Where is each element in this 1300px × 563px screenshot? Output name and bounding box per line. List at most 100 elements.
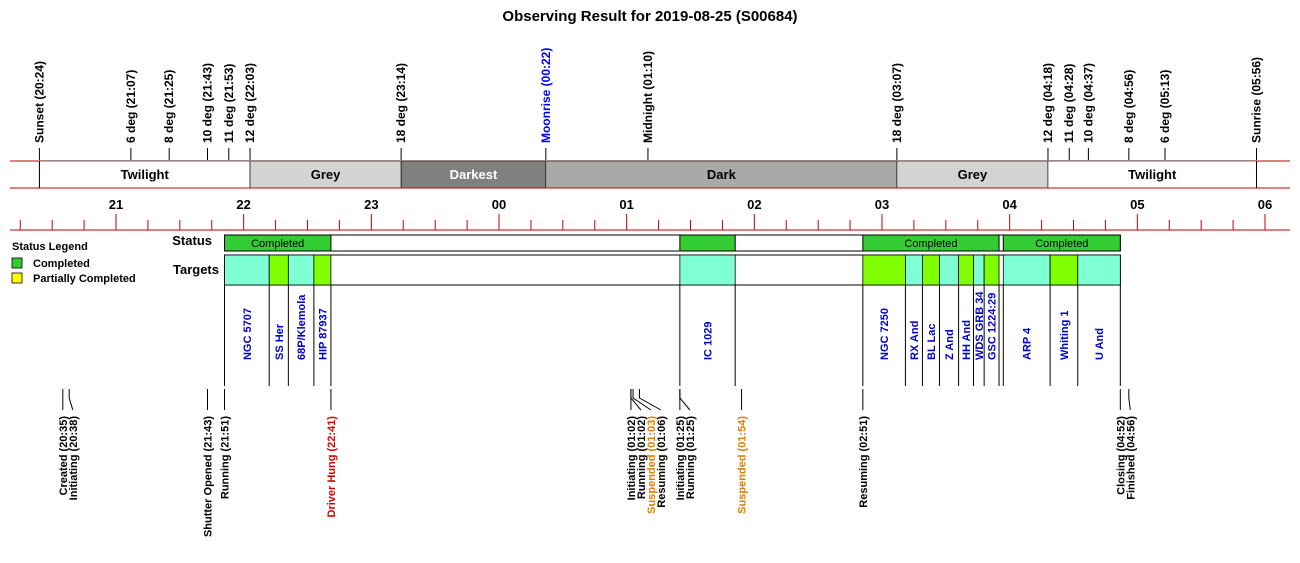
target-block <box>679 254 736 286</box>
status-block <box>224 234 332 252</box>
event-leader <box>1128 389 1131 411</box>
target-block <box>983 254 1000 286</box>
hour-tick-label: 02 <box>747 197 761 212</box>
hour-tick-label: 01 <box>619 197 633 212</box>
sun-event-label: Moonrise (00:22) <box>539 48 553 143</box>
legend-swatch <box>11 272 23 284</box>
event-label: Finished (04:56) <box>1125 416 1137 500</box>
status-block <box>862 234 1000 252</box>
event-labels: Created (20:35)Initiating (20:38) Shutter… <box>58 389 1137 537</box>
event-label: Running (21:51) <box>220 416 232 499</box>
targets-row: Targets NGC 5707 SS Her 68P/Klemola HIP 8793… <box>173 254 1121 386</box>
event-label: Suspended (01:54) <box>737 416 749 514</box>
sky-band <box>1047 160 1257 189</box>
sun-event-label: 8 deg (21:25) <box>162 70 176 143</box>
target-block <box>973 254 985 286</box>
sun-event-label: 10 deg (04:37) <box>1081 63 1095 143</box>
hour-tick-label: 23 <box>364 197 378 212</box>
event-label: Resuming (02:51) <box>858 416 870 508</box>
sun-event-label: Sunset (20:24) <box>32 61 46 143</box>
target-name-label: NGC 7250 <box>879 308 891 360</box>
event-label: Driver Hung (22:41) <box>326 416 338 518</box>
hour-tick-label: 22 <box>236 197 250 212</box>
target-block <box>958 254 974 286</box>
status-block-label: Completed <box>904 238 957 250</box>
target-name-label: ARP 4 <box>1022 327 1034 360</box>
sky-band <box>400 160 547 189</box>
sky-band-label: Dark <box>707 167 737 182</box>
target-block <box>224 254 270 286</box>
targets-row-label: Targets <box>173 262 219 277</box>
legend-title: Status Legend <box>12 241 88 253</box>
target-name-label: NGC 5707 <box>242 308 254 360</box>
target-name-label: HH And <box>961 320 973 360</box>
hour-tick-label: 04 <box>1002 197 1017 212</box>
event-leader <box>630 389 642 411</box>
hour-axis: 21 22 23 00 01 02 03 04 05 06 <box>10 197 1290 231</box>
target-block <box>1077 254 1121 286</box>
status-block-label: Completed <box>251 238 304 250</box>
target-name-label: BL Lac <box>926 324 938 360</box>
target-name-label: 68P/Klemola <box>296 294 308 360</box>
legend-label: Completed <box>33 258 90 270</box>
sky-band-label: Twilight <box>1128 167 1177 182</box>
status-legend: Status Legend Completed Partially Complete… <box>11 241 136 285</box>
target-name-label: IC 1029 <box>703 321 715 360</box>
target-block <box>862 254 906 286</box>
target-name-label: HIP 87937 <box>317 308 329 360</box>
sun-event-label: 12 deg (22:03) <box>243 63 257 143</box>
target-name-label: U And <box>1094 328 1106 360</box>
event-leader <box>638 389 662 411</box>
target-name-label: SS Her <box>274 323 286 360</box>
status-row: Status Completed Completed Completed <box>172 233 1121 252</box>
hour-tick-label: 00 <box>492 197 506 212</box>
sun-event-label: Sunrise (05:56) <box>1249 57 1263 143</box>
legend-label: Partially Completed <box>33 273 136 285</box>
sun-event-label: Midnight (01:10) <box>641 51 655 143</box>
sun-event-label: 12 deg (04:18) <box>1041 63 1055 143</box>
event-label: Created (20:35) <box>58 416 70 496</box>
target-block <box>905 254 923 286</box>
event-label: Shutter Opened (21:43) <box>202 416 214 537</box>
chart-title: Observing Result for 2019-08-25 (S00684) <box>502 8 797 25</box>
sky-band <box>249 160 402 189</box>
event-leader <box>679 389 691 411</box>
target-name-label: Whiting 1 <box>1059 311 1071 361</box>
event-label: Suspended (01:03) <box>646 416 658 514</box>
event-leader <box>68 389 74 411</box>
status-block <box>1002 234 1121 252</box>
sun-event-label: 6 deg (21:07) <box>124 70 138 143</box>
sun-event-label: 6 deg (05:13) <box>1158 70 1172 143</box>
target-name-label: RX And <box>909 321 921 360</box>
target-name-label: WDS GRB 34 <box>974 291 986 360</box>
hour-tick-label: 05 <box>1130 197 1144 212</box>
sun-event-label: 10 deg (21:43) <box>200 63 214 143</box>
target-block <box>939 254 960 286</box>
sky-band-label: Darkest <box>450 167 498 182</box>
hour-tick-label: 21 <box>109 197 123 212</box>
sun-event-label: 8 deg (04:56) <box>1122 70 1136 143</box>
sky-band-label: Grey <box>311 167 341 182</box>
event-label: Initiating (01:02) <box>626 416 638 501</box>
target-block <box>1049 254 1079 286</box>
event-label: Resuming (01:06) <box>656 416 668 508</box>
sun-event-label: 18 deg (03:07) <box>890 63 904 143</box>
target-block <box>287 254 315 286</box>
target-name-label: GSC 1224:29 <box>987 293 999 360</box>
event-leader <box>632 389 652 411</box>
event-label: Initiating (01:25) <box>675 416 687 501</box>
event-label: Running (01:25) <box>685 416 697 499</box>
sun-event-label: 11 deg (21:53) <box>222 64 236 143</box>
target-block <box>268 254 289 286</box>
sky-condition-bands: Twilight Grey Darkest Dark Grey Twilight <box>10 160 1290 189</box>
sun-event-label: 18 deg (23:14) <box>394 63 408 143</box>
sun-event-labels: Sunset (20:24) 6 deg (21:07) 8 deg (21:25)… <box>32 48 1263 160</box>
event-label: Running (01:02) <box>636 416 648 499</box>
legend-swatch <box>11 257 23 269</box>
sun-event-label: 11 deg (04:28) <box>1062 64 1076 143</box>
target-name-label: Z And <box>944 329 956 360</box>
sky-band-label: Grey <box>958 167 988 182</box>
hour-tick-label: 06 <box>1258 197 1272 212</box>
event-label: Initiating (20:38) <box>68 416 80 501</box>
target-block <box>922 254 940 286</box>
